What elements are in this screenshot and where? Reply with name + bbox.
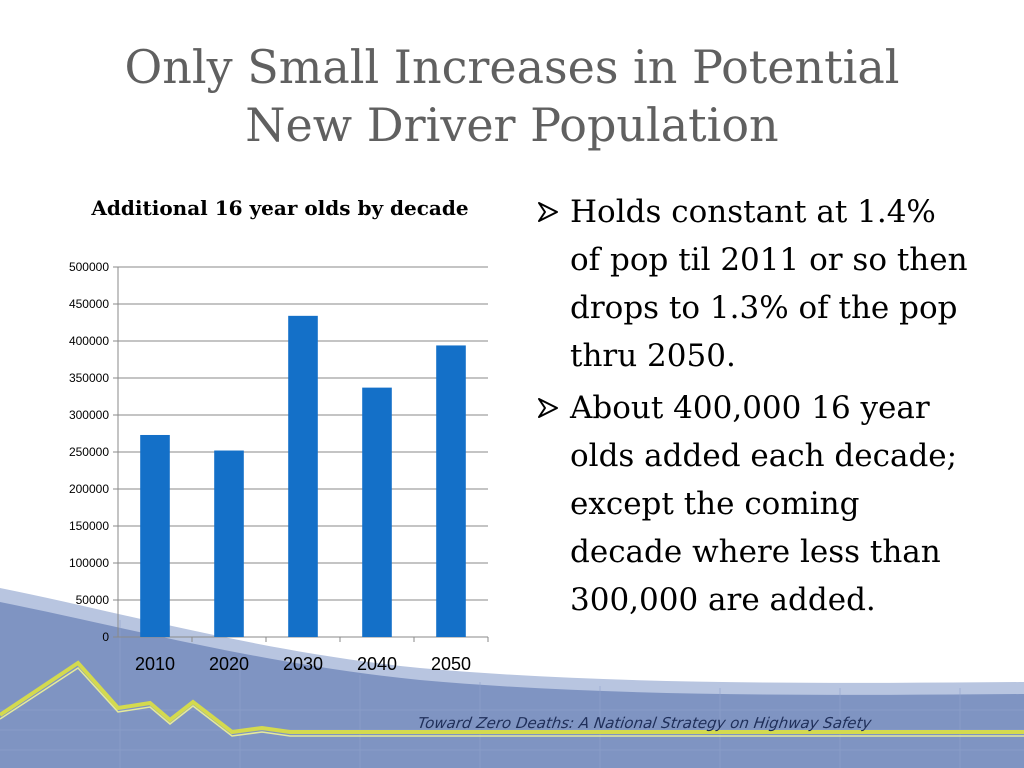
chart-title: Additional 16 year olds by decade bbox=[91, 196, 469, 220]
y-tick-label: 350000 bbox=[69, 371, 109, 385]
bar-2040 bbox=[362, 387, 392, 637]
y-tick-label: 0 bbox=[102, 630, 109, 644]
y-tick-label: 300000 bbox=[69, 408, 109, 422]
y-tick-label: 50000 bbox=[76, 593, 110, 607]
bullet-item: Holds constant at 1.4% of pop til 2011 o… bbox=[534, 188, 974, 380]
x-tick-label: 2050 bbox=[431, 654, 471, 674]
footer-wave-band bbox=[0, 588, 1024, 768]
slide-title-line-1: Only Small Increases in Potential bbox=[124, 40, 900, 94]
slide-title-line-2: New Driver Population bbox=[245, 98, 779, 152]
bar-2030 bbox=[288, 315, 318, 637]
x-tick-label: 2040 bbox=[357, 654, 397, 674]
slide-title: Only Small Increases in Potential New Dr… bbox=[40, 38, 984, 154]
bar-2050 bbox=[436, 345, 466, 637]
y-tick-label: 250000 bbox=[69, 445, 109, 459]
bullet-text: Holds constant at 1.4% of pop til 2011 o… bbox=[570, 194, 968, 374]
bullet-item: About 400,000 16 year olds added each de… bbox=[534, 384, 974, 624]
y-tick-label: 150000 bbox=[69, 519, 109, 533]
bar-chart: 0 50000 100000 150000 200000 250000 300000 3500… bbox=[69, 260, 489, 674]
y-tick-label: 500000 bbox=[69, 260, 109, 274]
x-tick-label: 2010 bbox=[135, 654, 175, 674]
x-tick-label: 2030 bbox=[283, 654, 323, 674]
zigzag-line-decoration bbox=[0, 660, 1024, 735]
y-tick-label: 400000 bbox=[69, 334, 109, 348]
y-tick-label: 100000 bbox=[69, 556, 109, 570]
bar-2020 bbox=[214, 450, 244, 637]
y-tick-label: 450000 bbox=[69, 297, 109, 311]
y-tick-label: 200000 bbox=[69, 482, 109, 496]
bullet-list: Holds constant at 1.4% of pop til 2011 o… bbox=[534, 188, 974, 628]
x-tick-label: 2020 bbox=[209, 654, 249, 674]
footer-tagline: Toward Zero Deaths: A National Strategy … bbox=[416, 714, 873, 732]
bullet-text: About 400,000 16 year olds added each de… bbox=[570, 390, 958, 618]
bar-2010 bbox=[140, 434, 170, 637]
